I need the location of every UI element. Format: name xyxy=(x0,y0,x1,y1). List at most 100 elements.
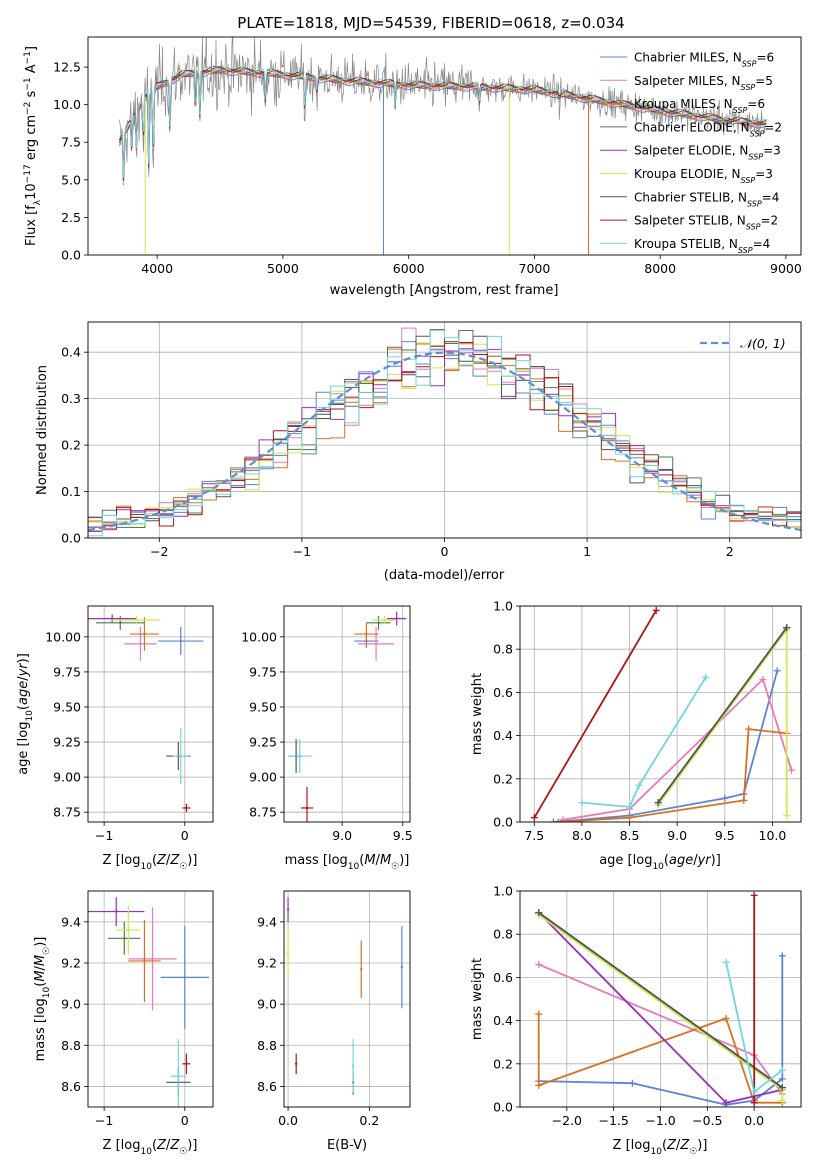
y-tick-label: 0.0 xyxy=(61,248,81,263)
residual-histogram xyxy=(88,342,801,538)
legend-label: Chabrier MILES, NSSP=6 xyxy=(634,51,774,69)
x-tick-label: 8.5 xyxy=(620,828,640,843)
data-point xyxy=(286,951,290,954)
x-tick-label: −1.5 xyxy=(598,1113,628,1128)
weight-line xyxy=(533,609,657,819)
y-tick-label: 10.00 xyxy=(241,629,277,644)
data-point xyxy=(151,957,154,961)
y-tick-label: 0.8 xyxy=(493,927,513,942)
x-axis-label: age [log10(age/yr)] xyxy=(599,853,721,872)
data-point xyxy=(351,1064,355,1068)
x-tick-label: 6000 xyxy=(393,261,425,276)
x-axis-label: Z [log10(Z/Z☉)] xyxy=(613,1138,708,1157)
data-point xyxy=(185,806,188,810)
y-tick-label: 9.50 xyxy=(53,699,81,714)
data-point xyxy=(177,1074,180,1078)
x-tick-label: −2 xyxy=(150,544,168,559)
axes-frame xyxy=(87,36,802,256)
axes-age_vs_Z: −1 0 8.75 9.00 9.25 9.50 9.75 10.00 xyxy=(45,605,214,843)
legend-label: 𝒩(0, 1) xyxy=(740,336,786,351)
y-axis-label: mass weight xyxy=(470,673,485,755)
data-point xyxy=(143,632,146,636)
x-tick-label: 0.0 xyxy=(744,1113,764,1128)
weight-line xyxy=(581,676,707,808)
data-point xyxy=(294,1062,298,1066)
y-tick-label: 0.4 xyxy=(493,1013,513,1028)
x-tick-label: 7000 xyxy=(519,261,551,276)
data-point xyxy=(123,937,126,940)
x-tick-label: −0.5 xyxy=(692,1113,722,1128)
y-axis-label: age [log10(age/yr)] xyxy=(16,653,35,775)
plot-area-weight_vs_Z xyxy=(535,891,786,1107)
data-point xyxy=(377,621,380,625)
data-point xyxy=(183,976,186,979)
legend-label: Kroupa MILES, NSSP=6 xyxy=(634,97,765,115)
y-tick-label: 9.25 xyxy=(53,735,81,750)
plot-area-spectrum xyxy=(118,37,767,255)
model-spectrum xyxy=(119,66,767,179)
y-tick-label: 0.0 xyxy=(61,531,81,546)
axes-frame xyxy=(283,605,411,823)
x-tick-label: 9.0 xyxy=(332,828,352,843)
y-tick-label: 2.5 xyxy=(61,210,81,225)
x-axis-label: Z [log10(Z/Z☉)] xyxy=(103,853,198,872)
x-tick-label: 7.5 xyxy=(524,828,544,843)
weight-line xyxy=(538,955,784,1106)
x-axis-label: Z [log10(Z/Z☉)] xyxy=(103,1138,198,1157)
y-tick-label: 9.75 xyxy=(53,664,81,679)
data-point xyxy=(143,959,146,963)
axes-residuals: −2 −1 0 1 2 0.0 0.1 0.2 0.3 0.4 xyxy=(61,321,802,559)
data-point xyxy=(179,639,182,643)
legend-label: Salpeter MILES, NSSP=5 xyxy=(634,74,773,92)
x-tick-label: 0 xyxy=(441,544,449,559)
y-tick-label: 0.1 xyxy=(61,484,81,499)
plot-area-weight_vs_age xyxy=(530,606,795,822)
data-point xyxy=(185,1062,188,1066)
y-tick-label: 1.0 xyxy=(493,599,513,614)
y-tick-label: 9.4 xyxy=(257,914,277,929)
axes-mass_vs_Z: −1 0 8.6 8.8 9.0 9.2 9.4 xyxy=(61,890,214,1128)
x-tick-label: 4000 xyxy=(141,261,173,276)
y-tick-label: 1.0 xyxy=(493,884,513,899)
y-tick-label: 8.8 xyxy=(257,1038,277,1053)
y-tick-label: 0.2 xyxy=(61,438,81,453)
data-point xyxy=(115,910,118,913)
y-tick-label: 9.0 xyxy=(257,997,277,1012)
x-tick-label: −1 xyxy=(95,1113,113,1128)
plot-area-mass_vs_ebv xyxy=(286,897,404,1095)
x-tick-label: −1.0 xyxy=(645,1113,675,1128)
data-point xyxy=(365,632,368,636)
data-point xyxy=(135,618,138,622)
data-point xyxy=(374,642,378,646)
y-tick-label: 0.4 xyxy=(493,728,513,743)
y-tick-label: 8.6 xyxy=(257,1079,277,1094)
legend-label: Chabrier ELODIE, NSSP=2 xyxy=(634,120,782,138)
x-tick-label: 5000 xyxy=(267,261,299,276)
data-point xyxy=(286,908,290,911)
x-axis-label: (data-model)/error xyxy=(384,568,505,583)
x-tick-label: −1 xyxy=(95,828,113,843)
axes-weight_vs_age: 7.5 8.0 8.5 9.0 9.5 10.0 0.0 0.2 0.4 0.6 0.8 1.0 xyxy=(493,599,802,843)
x-tick-label: 8000 xyxy=(644,261,676,276)
data-point xyxy=(383,618,386,622)
y-tick-label: 0.6 xyxy=(493,970,513,985)
y-tick-label: 9.0 xyxy=(61,997,81,1012)
legend-label: Chabrier STELIB, NSSP=4 xyxy=(634,190,779,208)
x-tick-label: 2 xyxy=(726,544,734,559)
plot-area-residuals xyxy=(88,327,801,538)
x-axis-label: mass [log10(M/M☉)] xyxy=(285,853,410,872)
plot-area-mass_vs_Z xyxy=(88,897,209,1107)
data-point xyxy=(395,617,398,620)
weight-line xyxy=(657,627,788,804)
y-tick-label: 9.4 xyxy=(61,914,81,929)
data-point xyxy=(400,965,404,969)
axes-age_vs_mass: 9.0 9.5 8.75 9.00 9.25 9.50 9.75 10.00 xyxy=(241,605,413,843)
data-point xyxy=(298,754,301,758)
x-tick-label: 9000 xyxy=(770,261,802,276)
y-axis-label: mass weight xyxy=(470,958,485,1040)
x-tick-label: −1 xyxy=(293,544,311,559)
y-tick-label: 9.50 xyxy=(249,699,277,714)
x-tick-label: 9.5 xyxy=(715,828,735,843)
y-tick-label: 9.2 xyxy=(61,956,81,971)
x-tick-label: 8.0 xyxy=(572,828,592,843)
